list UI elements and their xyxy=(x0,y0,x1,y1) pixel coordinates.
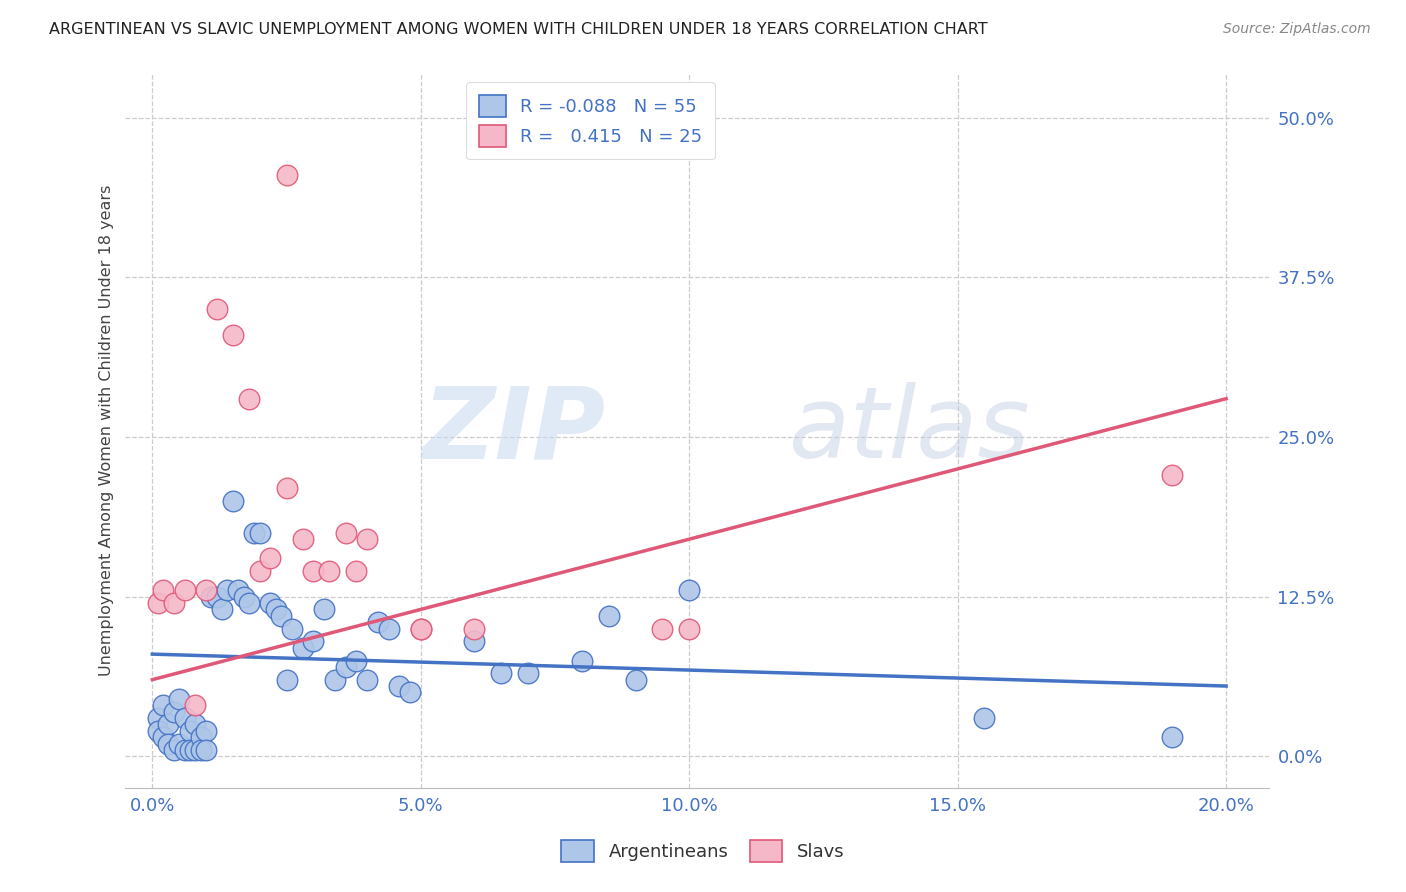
Point xyxy=(163,596,186,610)
Point xyxy=(291,640,314,655)
Point xyxy=(409,622,432,636)
Text: ZIP: ZIP xyxy=(423,382,606,479)
Point xyxy=(335,525,357,540)
Point xyxy=(517,666,540,681)
Point xyxy=(291,532,314,546)
Point xyxy=(184,717,207,731)
Point xyxy=(243,525,266,540)
Text: Source: ZipAtlas.com: Source: ZipAtlas.com xyxy=(1223,22,1371,37)
Point xyxy=(270,608,292,623)
Point xyxy=(249,564,271,578)
Point xyxy=(226,583,249,598)
Point xyxy=(409,622,432,636)
Point xyxy=(238,596,260,610)
Point xyxy=(152,698,174,713)
Point xyxy=(491,666,513,681)
Point xyxy=(388,679,411,693)
Point xyxy=(211,602,233,616)
Point xyxy=(463,622,485,636)
Legend: Argentineans, Slavs: Argentineans, Slavs xyxy=(554,833,852,870)
Point xyxy=(152,583,174,598)
Point xyxy=(200,590,222,604)
Point xyxy=(163,705,186,719)
Point xyxy=(344,653,367,667)
Point xyxy=(302,634,325,648)
Point xyxy=(179,743,201,757)
Point xyxy=(356,673,378,687)
Point xyxy=(173,711,195,725)
Point xyxy=(173,583,195,598)
Point xyxy=(314,602,336,616)
Point xyxy=(264,602,287,616)
Point xyxy=(1161,730,1184,744)
Point xyxy=(249,525,271,540)
Point xyxy=(190,743,212,757)
Point xyxy=(356,532,378,546)
Point xyxy=(344,564,367,578)
Point xyxy=(377,622,399,636)
Point xyxy=(973,711,995,725)
Point xyxy=(152,730,174,744)
Point xyxy=(217,583,239,598)
Point xyxy=(571,653,593,667)
Point xyxy=(184,743,207,757)
Point xyxy=(232,590,254,604)
Point xyxy=(195,723,218,738)
Point xyxy=(173,743,195,757)
Point xyxy=(598,608,620,623)
Point xyxy=(276,673,298,687)
Point xyxy=(259,596,281,610)
Point xyxy=(678,622,700,636)
Point xyxy=(163,743,186,757)
Point xyxy=(367,615,389,630)
Legend: R = -0.088   N = 55, R =   0.415   N = 25: R = -0.088 N = 55, R = 0.415 N = 25 xyxy=(467,82,716,160)
Point xyxy=(184,698,207,713)
Point xyxy=(624,673,647,687)
Point xyxy=(678,583,700,598)
Point xyxy=(335,660,357,674)
Point xyxy=(205,590,228,604)
Point xyxy=(259,551,281,566)
Point xyxy=(222,493,245,508)
Point xyxy=(238,392,260,406)
Point xyxy=(399,685,422,699)
Point xyxy=(302,564,325,578)
Point xyxy=(276,168,298,182)
Point xyxy=(1161,468,1184,483)
Text: atlas: atlas xyxy=(789,382,1031,479)
Point xyxy=(146,596,169,610)
Point xyxy=(276,481,298,495)
Point xyxy=(222,327,245,342)
Point xyxy=(205,302,228,317)
Point xyxy=(195,583,218,598)
Point xyxy=(463,634,485,648)
Point xyxy=(157,717,180,731)
Point xyxy=(190,730,212,744)
Point xyxy=(157,737,180,751)
Point xyxy=(195,743,218,757)
Point xyxy=(179,723,201,738)
Point xyxy=(167,737,190,751)
Point xyxy=(167,691,190,706)
Point xyxy=(651,622,673,636)
Y-axis label: Unemployment Among Women with Children Under 18 years: Unemployment Among Women with Children U… xyxy=(100,185,114,676)
Point xyxy=(146,723,169,738)
Point xyxy=(146,711,169,725)
Point xyxy=(281,622,304,636)
Point xyxy=(318,564,340,578)
Point xyxy=(323,673,346,687)
Text: ARGENTINEAN VS SLAVIC UNEMPLOYMENT AMONG WOMEN WITH CHILDREN UNDER 18 YEARS CORR: ARGENTINEAN VS SLAVIC UNEMPLOYMENT AMONG… xyxy=(49,22,988,37)
